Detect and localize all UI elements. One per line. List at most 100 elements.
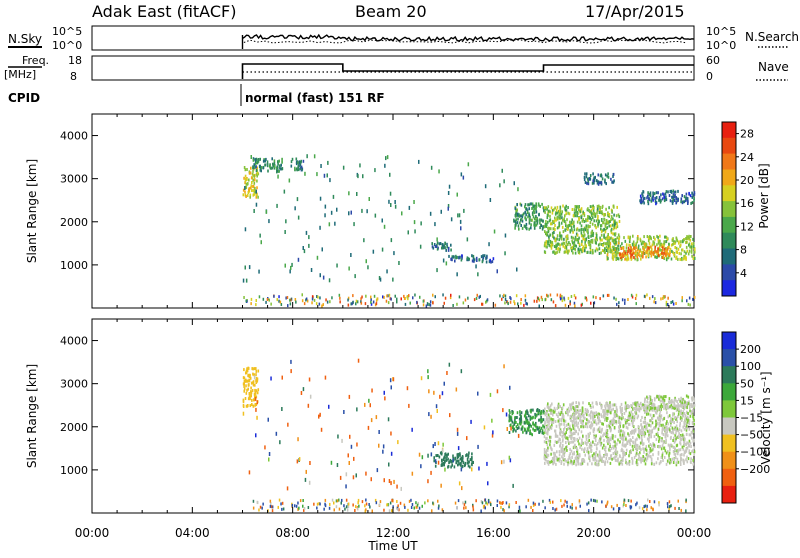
echo-cell xyxy=(386,155,389,160)
echo-cell xyxy=(599,174,602,178)
echo-cell xyxy=(657,421,659,425)
echo-cell xyxy=(670,243,673,247)
echo-cell xyxy=(679,399,681,403)
echo-cell xyxy=(502,508,504,512)
echo-cell xyxy=(530,223,532,227)
echo-cell xyxy=(586,413,588,417)
echo-cell xyxy=(639,458,642,462)
echo-cell xyxy=(597,215,599,218)
echo-cell xyxy=(593,179,596,183)
echo-cell xyxy=(547,240,550,244)
echo-cell xyxy=(543,206,546,210)
echo-cell xyxy=(552,421,555,424)
echo-cell xyxy=(580,224,583,228)
echo-cell xyxy=(614,440,616,444)
echo-cell xyxy=(532,503,535,507)
echo-cell xyxy=(648,438,650,442)
y-tick-label: 2000 xyxy=(60,216,88,229)
echo-cell xyxy=(576,233,579,237)
echo-cell xyxy=(631,253,634,257)
echo-cell xyxy=(685,245,688,249)
echo-cell xyxy=(258,269,260,274)
echo-cell xyxy=(245,299,247,303)
echo-cell xyxy=(646,508,648,512)
echo-cell xyxy=(455,387,458,392)
echo-cell xyxy=(598,457,601,461)
echo-cell xyxy=(652,195,654,199)
echo-cell xyxy=(679,421,681,425)
echo-cell xyxy=(464,500,467,504)
echo-cell xyxy=(406,295,408,299)
echo-cell xyxy=(643,425,646,429)
echo-cell xyxy=(532,209,535,213)
echo-cell xyxy=(613,251,615,255)
echo-cell xyxy=(587,501,590,505)
echo-cell xyxy=(693,245,695,249)
echo-cell xyxy=(690,457,692,461)
echo-cell xyxy=(276,298,278,302)
echo-cell xyxy=(564,220,566,223)
echo-cell xyxy=(524,421,527,425)
echo-cell xyxy=(679,435,681,439)
echo-cell xyxy=(450,248,452,252)
echo-cell xyxy=(569,415,572,418)
echo-cell xyxy=(466,453,468,457)
echo-cell xyxy=(459,219,462,224)
echo-cell xyxy=(661,255,663,259)
echo-cell xyxy=(357,174,359,179)
echo-cell xyxy=(672,189,675,193)
nsearch-label: N.Search xyxy=(745,30,799,44)
echo-cell xyxy=(667,427,669,431)
echo-cell xyxy=(603,411,606,415)
echo-cell xyxy=(576,416,578,420)
echo-cell xyxy=(255,381,258,384)
echo-cell xyxy=(248,392,251,395)
echo-cell xyxy=(466,436,468,441)
echo-cell xyxy=(573,437,575,440)
echo-cell xyxy=(634,440,637,444)
echo-cell xyxy=(646,429,649,433)
echo-cell xyxy=(678,432,680,436)
echo-cell xyxy=(587,179,589,183)
echo-cell xyxy=(665,258,668,262)
echo-cell xyxy=(605,504,607,508)
echo-cell xyxy=(429,303,432,307)
velocity-colorbar-label: Velocity [m s⁻¹] xyxy=(759,371,773,464)
echo-cell xyxy=(496,269,498,274)
echo-cell xyxy=(281,375,283,380)
echo-cell xyxy=(559,293,562,297)
echo-cell xyxy=(687,302,690,306)
echo-cell xyxy=(589,221,592,225)
echo-cell xyxy=(637,401,639,405)
echo-cell xyxy=(662,459,664,462)
echo-cell xyxy=(571,506,573,510)
echo-cell xyxy=(533,429,536,432)
echo-cell xyxy=(324,375,327,380)
echo-cell xyxy=(444,452,447,456)
echo-cell xyxy=(590,234,592,238)
echo-cell xyxy=(247,397,250,401)
echo-cell xyxy=(691,242,693,246)
echo-cell xyxy=(601,212,604,216)
echo-cell xyxy=(667,190,669,194)
echo-cell xyxy=(582,247,584,250)
colorbar-segment xyxy=(722,248,736,265)
echo-cell xyxy=(678,241,680,245)
echo-cell xyxy=(594,458,596,462)
echo-cell xyxy=(310,268,313,272)
echo-cell xyxy=(664,235,666,239)
echo-cell xyxy=(587,421,589,425)
echo-cell xyxy=(441,391,444,396)
echo-cell xyxy=(584,172,586,176)
x-tick-label: 08:00 xyxy=(275,526,310,540)
echo-cell xyxy=(450,257,453,261)
echo-cell xyxy=(565,250,568,254)
echo-cell xyxy=(396,484,398,489)
echo-cell xyxy=(463,208,465,213)
echo-cell xyxy=(595,232,598,236)
echo-cell xyxy=(550,421,553,424)
echo-cell xyxy=(473,258,476,262)
